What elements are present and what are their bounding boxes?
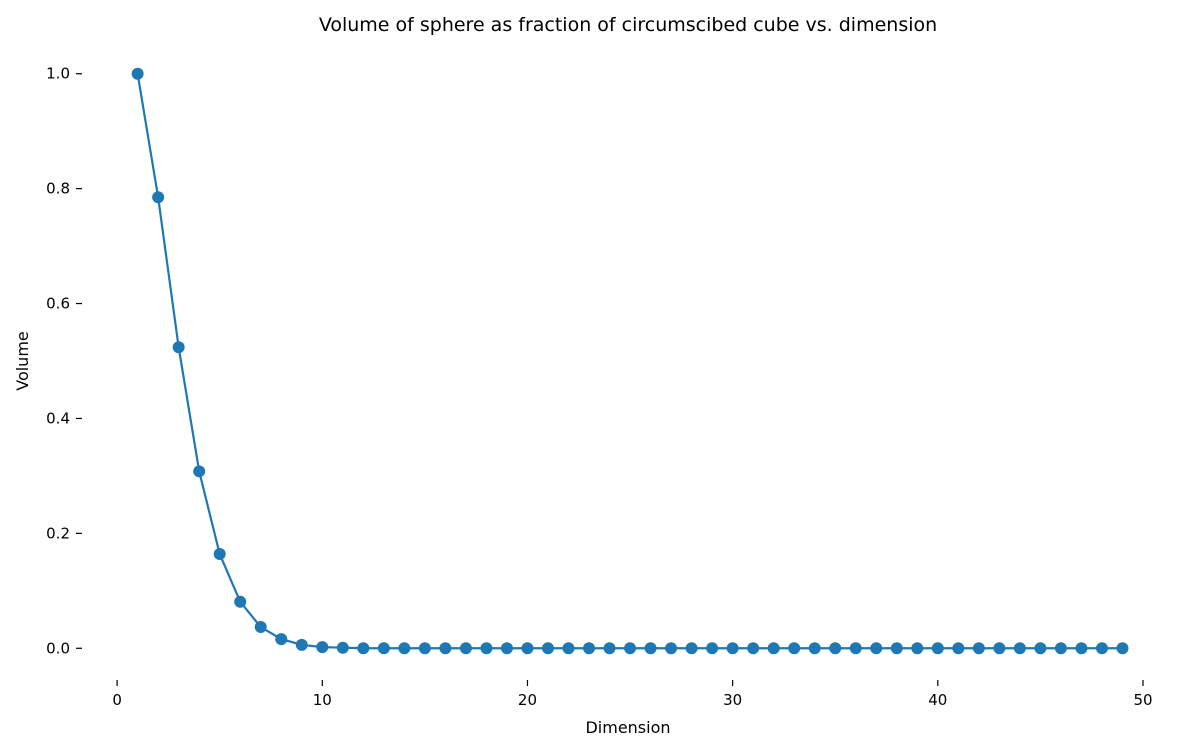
data-point <box>152 191 165 204</box>
data-point <box>193 465 206 478</box>
data-point <box>562 642 575 655</box>
series-line <box>136 73 1123 650</box>
data-point <box>788 642 801 655</box>
x-tick-label: 50 <box>1133 691 1152 709</box>
data-point <box>336 641 349 654</box>
data-point <box>931 642 944 655</box>
data-point <box>459 642 472 655</box>
data-point <box>1075 642 1088 655</box>
data-point <box>603 642 616 655</box>
y-axis-label: Volume <box>13 331 32 391</box>
x-tick-label: 20 <box>518 691 537 709</box>
data-point <box>808 642 821 655</box>
data-point <box>644 642 657 655</box>
data-point <box>521 642 534 655</box>
data-point <box>500 642 513 655</box>
y-axis-ticks: 0.0 0.2 0.4 0.6 0.8 1.0 <box>46 65 82 657</box>
chart-title: Volume of sphere as fraction of circumsc… <box>319 14 937 36</box>
data-point <box>685 642 698 655</box>
x-tick-label: 30 <box>723 691 742 709</box>
y-tick-label: 0.8 <box>46 180 70 198</box>
data-point <box>624 642 637 655</box>
data-point <box>1054 642 1067 655</box>
data-point <box>849 642 862 655</box>
data-point <box>541 642 554 655</box>
data-point <box>480 642 493 655</box>
data-point <box>131 67 144 80</box>
data-point <box>357 642 370 655</box>
data-point <box>439 642 452 655</box>
data-point <box>952 642 965 655</box>
plot-area <box>131 67 1129 655</box>
data-point <box>1116 642 1129 655</box>
data-point <box>890 642 903 655</box>
data-point <box>726 642 739 655</box>
data-point <box>418 642 431 655</box>
data-point <box>1013 642 1026 655</box>
y-tick-label: 0.2 <box>46 524 70 542</box>
data-point <box>234 595 247 608</box>
data-point <box>377 642 390 655</box>
y-tick-label: 0.0 <box>46 639 70 657</box>
data-point <box>1095 642 1108 655</box>
data-point <box>254 621 267 634</box>
x-axis-label: Dimension <box>585 718 670 737</box>
data-point <box>972 642 985 655</box>
data-point <box>1034 642 1047 655</box>
data-point <box>398 642 411 655</box>
data-point <box>583 642 596 655</box>
x-tick-label: 40 <box>928 691 947 709</box>
data-point <box>911 642 924 655</box>
x-tick-label: 0 <box>112 691 122 709</box>
y-tick-label: 0.6 <box>46 295 70 313</box>
x-axis-ticks: 0 10 20 30 40 50 <box>112 680 1153 709</box>
data-point <box>213 548 226 561</box>
y-tick-label: 1.0 <box>46 65 70 83</box>
data-point <box>706 642 719 655</box>
data-point <box>870 642 883 655</box>
data-point <box>295 638 308 651</box>
data-point <box>172 341 185 354</box>
x-tick-label: 10 <box>313 691 332 709</box>
y-tick-label: 0.4 <box>46 409 70 427</box>
data-point <box>316 641 329 654</box>
data-point <box>829 642 842 655</box>
data-point <box>275 633 288 646</box>
data-point <box>767 642 780 655</box>
data-point <box>665 642 678 655</box>
data-point <box>747 642 760 655</box>
data-point <box>993 642 1006 655</box>
